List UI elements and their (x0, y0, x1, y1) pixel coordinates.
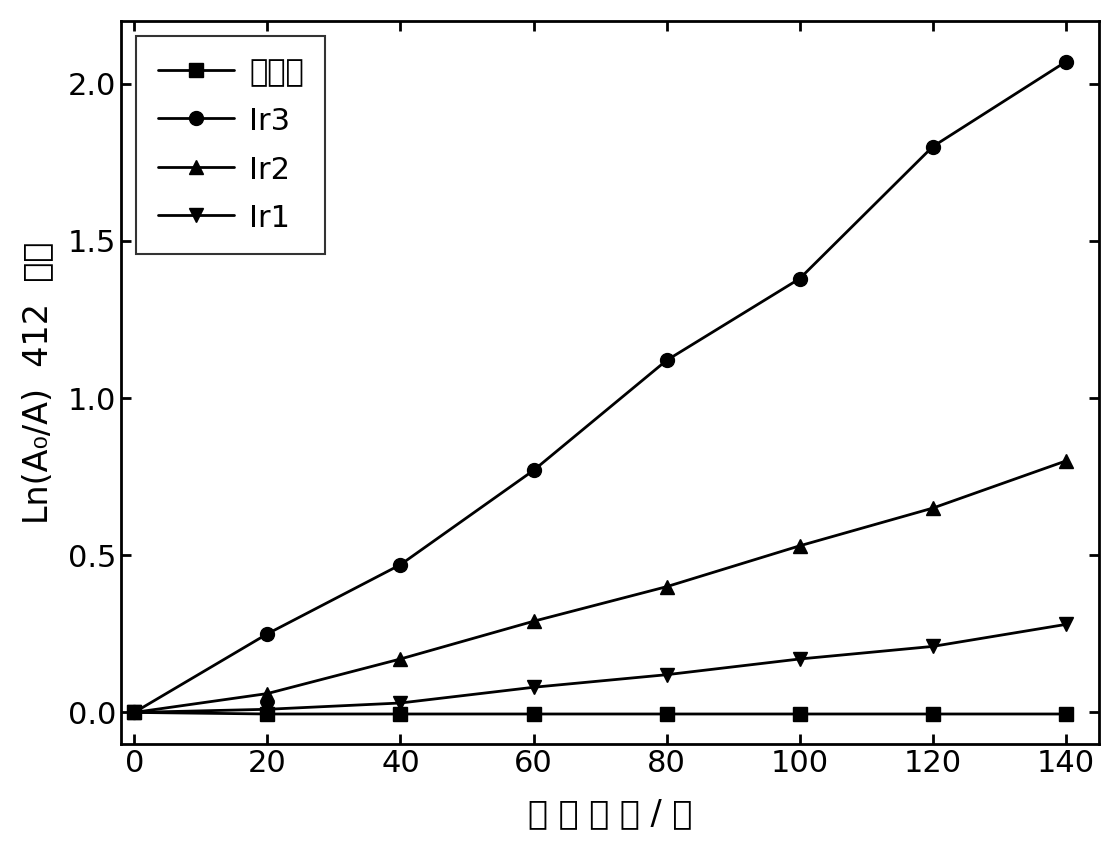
Ir2 (660, 581, 673, 591)
Ir1 (926, 642, 940, 652)
Line: Ir3: Ir3 (128, 54, 1073, 719)
对照组 (926, 709, 940, 719)
Ir1 (261, 704, 274, 714)
Ir2 (261, 688, 274, 699)
Line: 对照组: 对照组 (128, 705, 1073, 721)
Ir3 (793, 273, 806, 283)
对照组 (793, 709, 806, 719)
对照组 (128, 707, 141, 717)
对照组 (660, 709, 673, 719)
Ir3 (128, 707, 141, 717)
X-axis label: 光 照 时 间 / 秒: 光 照 时 间 / 秒 (528, 797, 692, 831)
Ir2 (1060, 456, 1073, 466)
Ir1 (660, 670, 673, 680)
Line: Ir2: Ir2 (128, 454, 1073, 719)
Ir3 (1060, 57, 1073, 67)
Ir2 (926, 503, 940, 513)
Ir2 (526, 616, 540, 626)
Ir2 (394, 654, 408, 664)
Ir2 (128, 707, 141, 717)
Y-axis label: Ln(A₀/A)  412  纳米: Ln(A₀/A) 412 纳米 (21, 241, 54, 523)
Line: Ir1: Ir1 (128, 618, 1073, 719)
对照组 (526, 709, 540, 719)
Legend: 对照组, Ir3, Ir2, Ir1: 对照组, Ir3, Ir2, Ir1 (137, 36, 326, 254)
Ir3 (261, 629, 274, 639)
Ir1 (1060, 620, 1073, 630)
Ir1 (526, 683, 540, 693)
Ir1 (793, 654, 806, 664)
Ir3 (926, 141, 940, 151)
Ir2 (793, 540, 806, 551)
对照组 (261, 709, 274, 719)
Ir3 (526, 465, 540, 476)
对照组 (394, 709, 408, 719)
Ir1 (394, 698, 408, 708)
对照组 (1060, 709, 1073, 719)
Ir3 (394, 560, 408, 570)
Ir1 (128, 707, 141, 717)
Ir3 (660, 355, 673, 365)
